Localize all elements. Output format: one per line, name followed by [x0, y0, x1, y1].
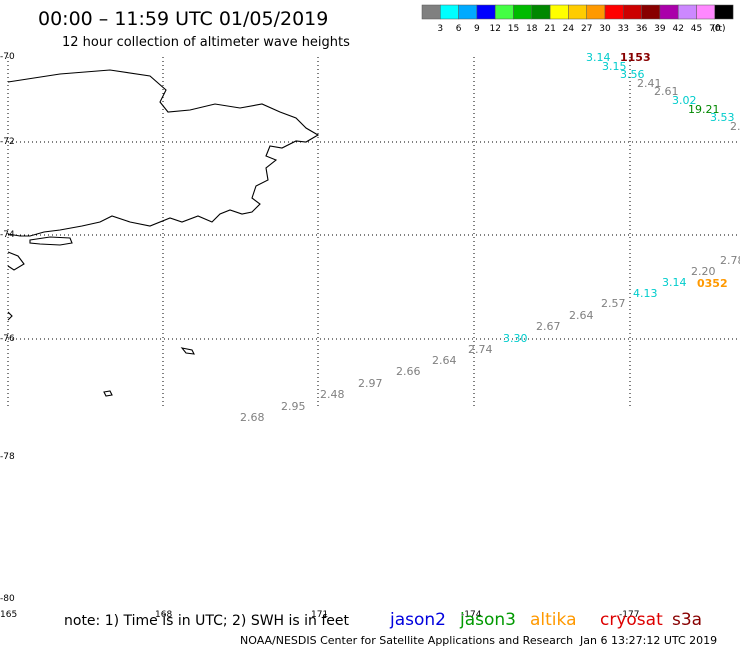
timestamp-text: Jan 6 13:27:12 UTC 2019 — [579, 634, 717, 647]
altimeter-measurements: 3.1411533.153.562.412.613.0219.213.532.4… — [240, 51, 740, 424]
colorbar-tick-label: 70 — [709, 24, 721, 34]
satellite-altika: altika — [530, 610, 577, 630]
colorbar-tick-label: 9 — [474, 24, 480, 34]
colorbar-swatch — [440, 4, 459, 20]
wave-height-value: 2.68 — [240, 411, 265, 424]
credit-text: NOAA/NESDIS Center for Satellite Applica… — [240, 634, 573, 647]
colorbar-tick-label: 30 — [599, 24, 611, 34]
wave-height-value: 2.66 — [396, 365, 421, 378]
colorbar-tick-label: 3 — [437, 24, 443, 34]
wave-height-value: 2.57 — [601, 297, 626, 310]
latitude-label: -78 — [0, 452, 15, 462]
wave-height-value: 2.4 — [730, 120, 740, 133]
longitude-label: -174 — [461, 610, 482, 620]
latitude-label: -80 — [0, 594, 15, 604]
longitude-label: 165 — [0, 610, 17, 620]
colorbar-swatch — [476, 4, 496, 20]
satellite-jason2: jason2 — [389, 610, 446, 630]
colorbar-tick-label: 21 — [544, 24, 555, 34]
colorbar-tick-label: 6 — [456, 24, 462, 34]
wave-height-value: 2.95 — [281, 400, 306, 413]
wave-height-value: 2.74 — [468, 343, 493, 356]
latitude-label: -74 — [0, 230, 15, 240]
colorbar-tick-label: 27 — [581, 24, 592, 34]
wave-height-value: 1153 — [620, 51, 651, 64]
longitude-labels: 165 168 171 -174 -177 — [0, 610, 639, 620]
latitude-labels: -70 -72 -74 -76 -78 -80 — [0, 52, 15, 604]
satellite-jason3: jason3 — [459, 610, 516, 630]
wave-height-value: 3.02 — [672, 94, 697, 107]
wave-height-value: 3.53 — [710, 111, 735, 124]
wave-height-value: 19.21 — [688, 103, 720, 116]
colorbar-swatch — [677, 4, 697, 20]
wave-height-value: 2.97 — [358, 377, 383, 390]
colorbar-swatch — [568, 4, 587, 20]
colorbar-tick-label: 18 — [526, 24, 538, 34]
colorbar-unit: (ft) — [712, 24, 726, 34]
wave-height-value: 3.14 — [662, 276, 687, 289]
colorbar-swatch — [659, 4, 679, 20]
wave-height-value: 2.64 — [569, 309, 594, 322]
colorbar-tick-label: 24 — [563, 24, 575, 34]
wave-height-value: 4.13 — [633, 287, 658, 300]
longitude-label: -177 — [619, 610, 639, 620]
latitude-label: -72 — [0, 137, 15, 147]
wave-height-value: 2.20 — [691, 265, 716, 278]
wave-height-value: 2.41 — [637, 77, 662, 90]
colorbar-swatch — [623, 4, 642, 20]
longitude-label: 168 — [155, 610, 172, 620]
colorbar-swatch — [696, 4, 716, 20]
colorbar-tick-label: 36 — [636, 24, 648, 34]
longitude-label: 171 — [311, 610, 328, 620]
colorbar-swatch — [714, 4, 734, 20]
colorbar-tick-label: 33 — [618, 24, 629, 34]
wave-height-value: 3.15 — [602, 60, 627, 73]
coastline — [7, 69, 320, 397]
wave-height-value: 3.14 — [586, 51, 611, 64]
colorbar-legend: 3 6 9 12 15 18 21 24 27 30 33 36 39 42 45 70 (ft) — [421, 4, 734, 34]
wave-height-value: 2.78 — [720, 254, 740, 267]
satellite-s3a: s3a — [672, 610, 702, 630]
satellite-cryosat: cryosat — [600, 610, 663, 630]
colorbar-tick-label: 42 — [672, 24, 683, 34]
colorbar-swatch — [513, 4, 533, 20]
note-text: note: 1) Time is in UTC; 2) SWH is in fe… — [64, 613, 350, 629]
latitude-label: -70 — [0, 52, 15, 62]
colorbar-tick-label: 45 — [691, 24, 702, 34]
colorbar-swatch — [531, 4, 551, 20]
colorbar-tick-label: 39 — [654, 24, 666, 34]
colorbar-swatch — [421, 4, 441, 20]
map-subtitle: 12 hour collection of altimeter wave hei… — [62, 35, 350, 50]
wave-height-value: 3.56 — [620, 68, 645, 81]
latitude-label: -76 — [0, 334, 15, 344]
wave-height-value: 2.61 — [654, 85, 679, 98]
wave-height-value: 3.30 — [503, 332, 528, 345]
colorbar-swatch — [549, 4, 569, 20]
graticule — [7, 57, 740, 407]
colorbar-tick-label: 12 — [489, 24, 500, 34]
colorbar-swatch — [604, 4, 624, 20]
colorbar-swatch — [641, 4, 661, 20]
map-title: 00:00 – 11:59 UTC 01/05/2019 — [38, 8, 328, 30]
colorbar-swatch — [586, 4, 606, 20]
satellite-legend: jason2 jason3 altika cryosat s3a — [389, 610, 702, 630]
wave-height-value: 2.48 — [320, 388, 345, 401]
colorbar-swatch — [458, 4, 478, 20]
wave-height-value: 0352 — [697, 277, 728, 290]
colorbar-swatch — [494, 4, 514, 20]
wave-height-value: 2.64 — [432, 354, 457, 367]
wave-height-value: 2.67 — [536, 320, 561, 333]
colorbar-tick-label: 15 — [508, 24, 519, 34]
